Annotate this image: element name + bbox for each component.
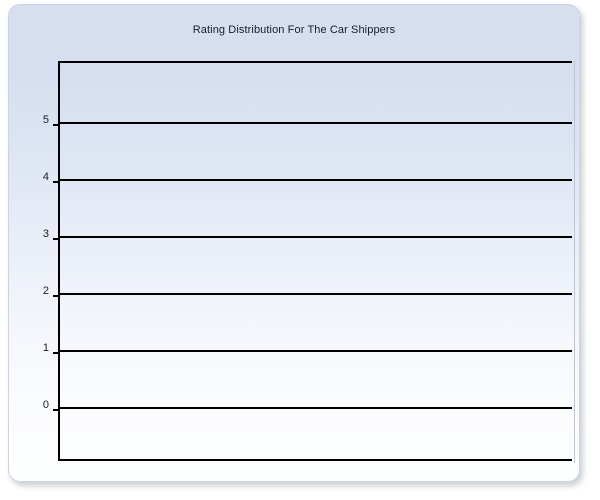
gridline-0 — [53, 407, 572, 411]
gridline-1 — [53, 350, 572, 354]
y-tick-label-1: 1 — [42, 342, 49, 354]
gridline-2 — [53, 293, 572, 297]
plot-right-edge — [574, 61, 575, 463]
chart-panel: Rating Distribution For The Car Shippers… — [8, 4, 580, 482]
chart-title: Rating Distribution For The Car Shippers — [192, 24, 396, 36]
gridline-3 — [53, 236, 572, 240]
gridline-5 — [53, 122, 572, 126]
y-axis-tick-labels: 5 4 3 2 1 0 — [19, 61, 49, 461]
y-tick-label-0: 0 — [42, 399, 49, 411]
gridline-4 — [53, 179, 572, 183]
bar-series — [60, 63, 572, 459]
y-tick-mark-2 — [53, 295, 59, 297]
y-tick-label-5: 5 — [42, 114, 49, 126]
y-tick-mark-3 — [53, 238, 59, 240]
y-tick-mark-0 — [53, 409, 59, 411]
y-tick-label-4: 4 — [42, 171, 49, 183]
y-tick-mark-5 — [53, 124, 59, 126]
y-tick-label-2: 2 — [42, 285, 49, 297]
y-tick-mark-4 — [53, 181, 59, 183]
plot-area — [53, 61, 572, 461]
y-tick-label-3: 3 — [42, 228, 49, 240]
y-tick-mark-1 — [53, 352, 59, 354]
